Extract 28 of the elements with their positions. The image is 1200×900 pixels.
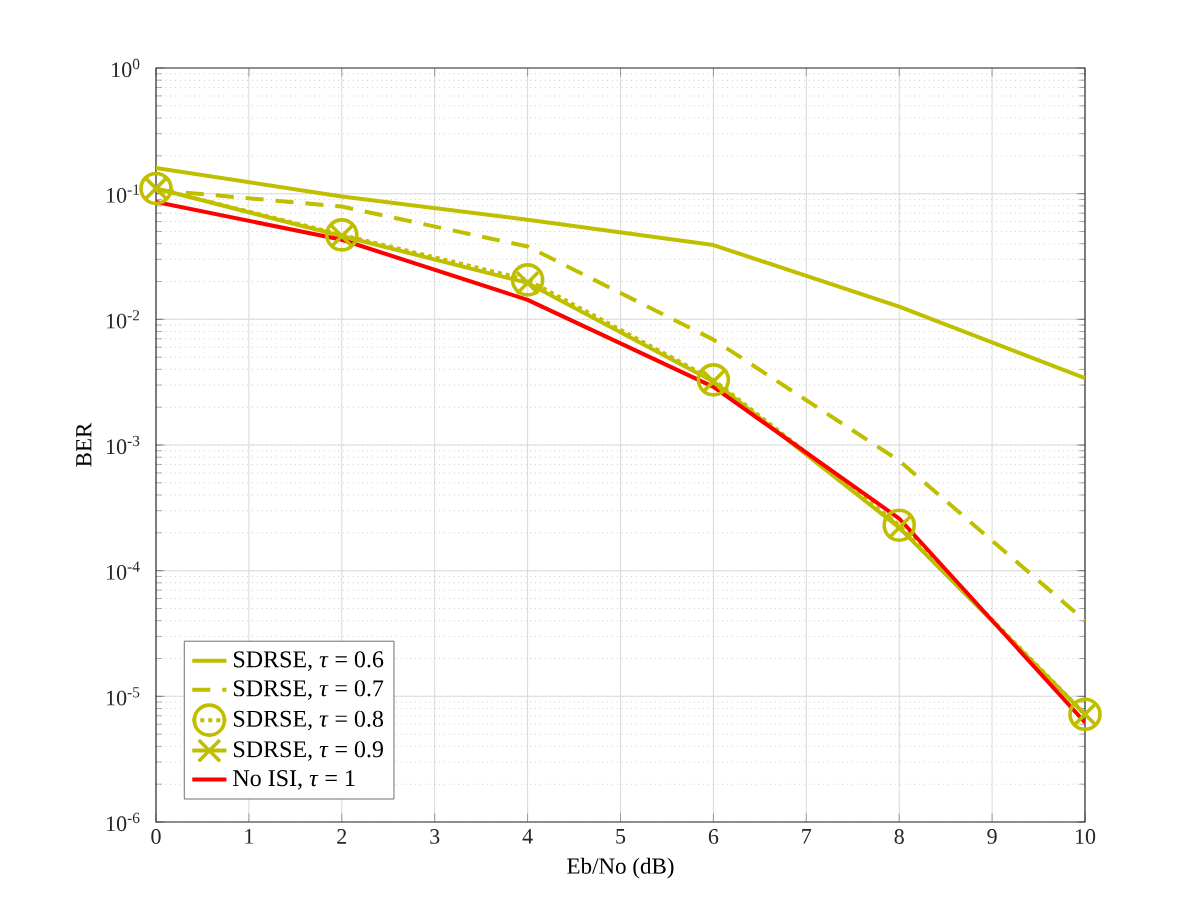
legend-label: SDRSE, τ = 0.6 — [234, 651, 384, 671]
legend-label: No ISI, τ = 1 — [233, 770, 355, 790]
legend-label: SDRSE, τ = 0.8 — [234, 710, 384, 731]
legend-label: SDRSE, τ = 0.9 — [234, 741, 383, 761]
point — [882, 508, 917, 543]
point — [510, 263, 545, 297]
x-tick-label: 5 — [616, 829, 626, 844]
y-tick-label: 10$^{-1}$ — [107, 184, 140, 203]
y-tick-label: 10$^{-3}$ — [107, 435, 140, 455]
x-tick-label: 8 — [894, 829, 904, 844]
x-axis-title: Eb/No (dB) — [567, 857, 674, 879]
y-axis-title: BER — [76, 422, 92, 467]
x-tick-label: 2 — [337, 829, 347, 844]
x-tick-label: 10 — [1075, 829, 1096, 844]
x-tick-label: 9 — [987, 829, 997, 844]
x-tick-label: 0 — [151, 829, 161, 844]
x-tick-label: 4 — [522, 829, 533, 844]
x-tick-label: 7 — [802, 829, 812, 844]
x-tick-label: 3 — [430, 829, 440, 844]
y-tick-label: 10$^{-4}$ — [107, 561, 140, 580]
y-tick-label: 10$^{-5}$ — [107, 687, 140, 706]
y-tick-label: 10$^{-2}$ — [107, 310, 140, 329]
legend-label: SDRSE, τ = 0.7 — [234, 680, 384, 700]
x-tick-label: 1 — [245, 829, 254, 844]
y-tick-label: 10$^{-6}$ — [107, 812, 140, 832]
x-tick-label: 6 — [708, 829, 719, 844]
y-tick-label: 10$^{0}$ — [112, 58, 140, 78]
point — [696, 363, 731, 397]
